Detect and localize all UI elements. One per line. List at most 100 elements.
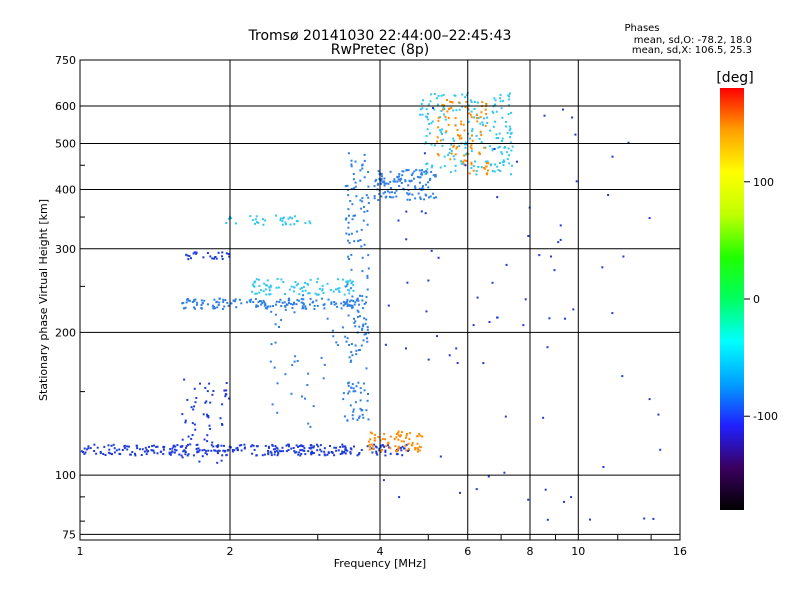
- data-point: [233, 449, 236, 452]
- data-point: [240, 444, 243, 447]
- data-point: [348, 233, 350, 236]
- data-point: [218, 297, 221, 300]
- data-point: [491, 149, 494, 152]
- data-point: [172, 445, 175, 448]
- data-point: [400, 449, 403, 452]
- data-point: [85, 448, 88, 451]
- data-point: [302, 302, 305, 305]
- data-point: [444, 115, 447, 118]
- data-point: [427, 358, 430, 361]
- x-tick-label: 8: [527, 545, 534, 558]
- data-point: [348, 390, 351, 393]
- data-point: [289, 223, 292, 226]
- data-point: [342, 451, 345, 454]
- data-point: [282, 281, 285, 283]
- data-point: [217, 444, 220, 447]
- data-point: [284, 293, 286, 295]
- data-point: [256, 445, 259, 448]
- data-point: [425, 141, 427, 144]
- data-point: [468, 172, 471, 175]
- data-point: [363, 205, 365, 208]
- data-point: [336, 305, 339, 308]
- data-point: [291, 307, 294, 310]
- data-point: [415, 168, 418, 171]
- data-point: [361, 197, 364, 200]
- data-point: [464, 146, 467, 149]
- data-point: [333, 301, 336, 303]
- data-point: [307, 372, 310, 375]
- data-point: [234, 298, 237, 301]
- data-point: [113, 451, 116, 454]
- data-point: [373, 437, 376, 440]
- data-point: [377, 182, 380, 185]
- data-point: [220, 444, 223, 447]
- data-point: [475, 173, 478, 176]
- data-point: [255, 215, 258, 218]
- data-point: [280, 278, 283, 281]
- data-point: [347, 239, 350, 242]
- data-point: [365, 333, 367, 335]
- data-point: [357, 299, 360, 302]
- data-point: [486, 122, 489, 124]
- data-point: [395, 448, 398, 451]
- data-point: [363, 176, 366, 179]
- data-point: [309, 278, 312, 281]
- data-point: [611, 312, 614, 315]
- data-point: [212, 390, 215, 392]
- data-point: [280, 319, 283, 321]
- data-point: [489, 164, 492, 167]
- data-point: [367, 171, 370, 173]
- data-point: [200, 299, 203, 302]
- data-point: [493, 97, 496, 100]
- data-point: [193, 405, 196, 408]
- data-point: [238, 298, 241, 301]
- data-point: [479, 122, 482, 125]
- data-point: [494, 103, 496, 106]
- data-point: [264, 302, 267, 305]
- data-point: [290, 447, 293, 450]
- data-point: [302, 307, 304, 310]
- data-point: [176, 444, 179, 447]
- data-point: [426, 128, 429, 131]
- data-point: [418, 445, 421, 448]
- data-point: [349, 287, 352, 290]
- data-point: [310, 453, 313, 456]
- data-point: [344, 448, 347, 450]
- data-point: [206, 252, 209, 254]
- data-point: [348, 292, 351, 295]
- data-point: [546, 346, 549, 349]
- data-point: [407, 169, 410, 172]
- data-point: [201, 302, 204, 305]
- data-point: [186, 254, 189, 257]
- data-point: [475, 117, 478, 120]
- data-point: [366, 288, 369, 291]
- data-point: [453, 94, 456, 97]
- data-point: [450, 150, 453, 152]
- data-point: [476, 120, 479, 123]
- data-point: [351, 295, 354, 298]
- data-point: [410, 179, 413, 182]
- data-point: [506, 151, 509, 154]
- data-point: [312, 452, 315, 454]
- data-point: [425, 194, 428, 197]
- y-tick-label: 200: [55, 326, 76, 339]
- data-point: [407, 442, 410, 445]
- data-point: [327, 451, 330, 454]
- data-point: [203, 299, 206, 302]
- data-point: [342, 300, 345, 303]
- data-point: [204, 386, 207, 389]
- data-point: [291, 364, 294, 367]
- data-point: [406, 432, 408, 435]
- data-point: [493, 148, 496, 150]
- data-point: [148, 445, 150, 448]
- x-tick-label: 2: [227, 545, 234, 558]
- data-point: [471, 134, 473, 137]
- y-tick-label: 75: [62, 528, 76, 541]
- data-point: [444, 131, 447, 134]
- data-point: [363, 210, 366, 213]
- data-point: [180, 445, 183, 448]
- data-point: [323, 363, 326, 366]
- data-point: [174, 445, 177, 448]
- data-point: [395, 436, 398, 439]
- data-point: [302, 445, 305, 448]
